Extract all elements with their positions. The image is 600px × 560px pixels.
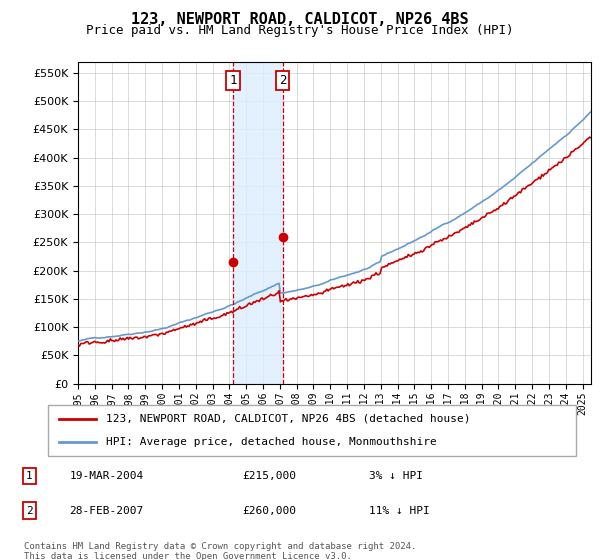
Bar: [233, 62, 283, 384]
Text: 1: 1: [229, 74, 236, 87]
Text: 123, NEWPORT ROAD, CALDICOT, NP26 4BS (detached house): 123, NEWPORT ROAD, CALDICOT, NP26 4BS (d…: [106, 414, 470, 424]
Text: 2: 2: [26, 506, 32, 516]
Text: 1: 1: [26, 471, 32, 481]
Text: 19-MAR-2004: 19-MAR-2004: [70, 471, 144, 481]
Text: 2: 2: [279, 74, 286, 87]
Text: 11% ↓ HPI: 11% ↓ HPI: [369, 506, 430, 516]
Text: 28-FEB-2007: 28-FEB-2007: [70, 506, 144, 516]
Text: £215,000: £215,000: [242, 471, 296, 481]
FancyBboxPatch shape: [48, 405, 576, 456]
Text: Price paid vs. HM Land Registry's House Price Index (HPI): Price paid vs. HM Land Registry's House …: [86, 24, 514, 37]
Text: 3% ↓ HPI: 3% ↓ HPI: [369, 471, 423, 481]
Text: HPI: Average price, detached house, Monmouthshire: HPI: Average price, detached house, Monm…: [106, 437, 437, 447]
Text: 123, NEWPORT ROAD, CALDICOT, NP26 4BS: 123, NEWPORT ROAD, CALDICOT, NP26 4BS: [131, 12, 469, 27]
Text: £260,000: £260,000: [242, 506, 296, 516]
Text: Contains HM Land Registry data © Crown copyright and database right 2024.
This d: Contains HM Land Registry data © Crown c…: [24, 542, 416, 560]
